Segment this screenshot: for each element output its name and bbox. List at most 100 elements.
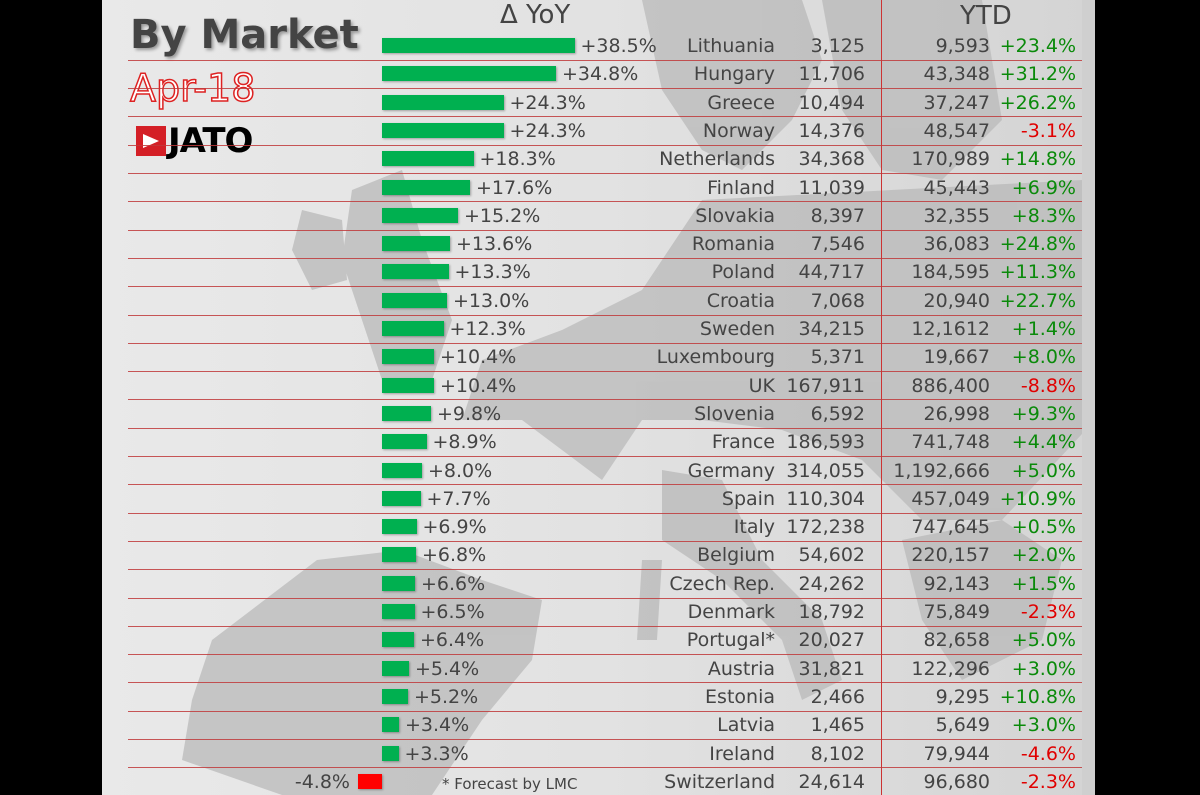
row-divider bbox=[128, 739, 1082, 740]
row-divider bbox=[128, 229, 1082, 231]
month-volume: 8,397 bbox=[810, 204, 865, 227]
country-name: Latvia bbox=[717, 714, 775, 737]
month-volume: 10,494 bbox=[798, 91, 865, 114]
month-volume: 54,602 bbox=[798, 544, 865, 567]
yoy-bar bbox=[382, 547, 416, 563]
ytd-change: +8.3% bbox=[1011, 204, 1076, 227]
country-name: Luxembourg bbox=[656, 346, 775, 369]
country-name: Lithuania bbox=[686, 35, 775, 57]
jato-logo-icon bbox=[136, 126, 166, 156]
market-row: +13.3% Poland 44,717 184,595 +11.3% bbox=[102, 258, 1095, 286]
month-volume: 1,465 bbox=[810, 714, 865, 737]
month-volume: 24,262 bbox=[798, 572, 865, 595]
chart-title: By Market bbox=[130, 12, 359, 58]
market-row: +34.8% Hungary 11,706 43,348 +31.2% bbox=[102, 60, 1095, 88]
yoy-bar bbox=[382, 38, 575, 53]
yoy-bar bbox=[382, 632, 414, 648]
row-divider bbox=[128, 597, 1082, 599]
ytd-change: +11.3% bbox=[999, 261, 1076, 284]
country-name: Slovakia bbox=[695, 204, 775, 227]
ytd-volume: 79,944 bbox=[923, 742, 990, 765]
ytd-divider bbox=[881, 0, 882, 795]
market-row: +38.5% Lithuania 3,125 9,593 +23.4% bbox=[102, 32, 1095, 60]
yoy-bar bbox=[382, 575, 415, 591]
month-volume: 31,821 bbox=[798, 657, 865, 680]
yoy-label: +6.8% bbox=[422, 544, 487, 567]
ytd-change: +22.7% bbox=[999, 289, 1076, 312]
yoy-label: +13.6% bbox=[456, 233, 533, 256]
infographic-panel: By Market Apr-18 JATO Δ YoY YTD +38.5% Li… bbox=[102, 0, 1095, 795]
ytd-volume: 170,989 bbox=[911, 148, 990, 171]
yoy-label: +9.8% bbox=[437, 402, 502, 425]
month-volume: 34,215 bbox=[798, 318, 865, 340]
market-row: +6.5% Denmark 18,792 75,849 -2.3% bbox=[102, 598, 1095, 626]
right-strip bbox=[1082, 0, 1095, 795]
yoy-bar bbox=[382, 717, 399, 733]
ytd-volume: 75,849 bbox=[923, 601, 990, 623]
ytd-volume: 19,667 bbox=[923, 346, 990, 369]
market-row: +5.2% Estonia 2,466 9,295 +10.8% bbox=[102, 683, 1095, 711]
ytd-volume: 82,658 bbox=[923, 629, 990, 652]
yoy-label: +3.3% bbox=[404, 742, 469, 765]
row-divider bbox=[128, 540, 1082, 542]
yoy-bar bbox=[382, 405, 431, 421]
yoy-label: -4.8% bbox=[294, 770, 350, 793]
ytd-volume: 32,355 bbox=[923, 204, 990, 227]
ytd-change: +8.0% bbox=[1011, 346, 1076, 369]
yoy-bar bbox=[382, 462, 422, 478]
month-volume: 7,546 bbox=[810, 233, 865, 256]
ytd-change: +1.4% bbox=[1011, 318, 1076, 340]
row-divider bbox=[128, 116, 1082, 118]
row-divider bbox=[128, 173, 1082, 174]
yoy-label: +7.7% bbox=[426, 487, 491, 510]
yoy-label: +6.4% bbox=[420, 629, 485, 652]
row-divider bbox=[128, 399, 1082, 401]
country-name: Estonia bbox=[705, 685, 775, 708]
country-name: Norway bbox=[702, 119, 775, 142]
yoy-bar bbox=[382, 122, 504, 138]
yoy-label: +24.3% bbox=[509, 91, 586, 114]
country-name: Switzerland bbox=[664, 770, 775, 793]
row-divider bbox=[128, 371, 1082, 373]
month-volume: 20,027 bbox=[798, 629, 865, 652]
month-volume: 11,039 bbox=[798, 176, 865, 199]
yoy-bar bbox=[382, 745, 399, 761]
ytd-volume: 20,940 bbox=[923, 289, 990, 312]
ytd-volume: 741,748 bbox=[911, 431, 990, 454]
ytd-volume: 9,593 bbox=[935, 35, 990, 57]
yoy-bar bbox=[382, 688, 408, 704]
row-divider bbox=[128, 710, 1082, 712]
ytd-volume: 26,998 bbox=[923, 402, 990, 425]
market-row: +10.4% UK 167,911 886,400 -8.8% bbox=[102, 372, 1095, 400]
ytd-change: +24.8% bbox=[999, 233, 1076, 256]
country-name: Czech Rep. bbox=[669, 572, 775, 595]
ytd-change: +0.5% bbox=[1011, 516, 1076, 539]
month-volume: 11,706 bbox=[798, 63, 865, 86]
row-divider bbox=[128, 767, 1082, 769]
ytd-change: -2.3% bbox=[1020, 770, 1076, 793]
country-name: Portugal* bbox=[686, 629, 775, 652]
row-divider bbox=[128, 456, 1082, 457]
country-name: Denmark bbox=[687, 601, 775, 623]
market-row: +8.0% Germany 314,055 1,192,666 +5.0% bbox=[102, 457, 1095, 485]
market-row: +18.3% Netherlands 34,368 170,989 +14.8% bbox=[102, 145, 1095, 173]
ytd-change: -8.8% bbox=[1020, 374, 1076, 397]
country-name: Sweden bbox=[699, 318, 775, 340]
yoy-header: Δ YoY bbox=[500, 0, 571, 30]
ytd-volume: 37,247 bbox=[923, 91, 990, 114]
country-name: Ireland bbox=[709, 742, 775, 765]
country-name: Poland bbox=[711, 261, 775, 284]
yoy-label: +5.2% bbox=[414, 685, 479, 708]
yoy-bar bbox=[382, 151, 474, 167]
row-divider bbox=[128, 59, 1082, 61]
ytd-change: +9.3% bbox=[1011, 402, 1076, 425]
row-divider bbox=[128, 427, 1082, 429]
yoy-bar bbox=[382, 321, 444, 336]
yoy-label: +34.8% bbox=[562, 63, 639, 86]
yoy-bar bbox=[382, 264, 449, 280]
yoy-label: +17.6% bbox=[476, 176, 553, 199]
month-volume: 5,371 bbox=[810, 346, 865, 369]
month-volume: 314,055 bbox=[786, 459, 865, 482]
yoy-bar bbox=[382, 490, 421, 506]
yoy-label: +12.3% bbox=[449, 318, 526, 340]
